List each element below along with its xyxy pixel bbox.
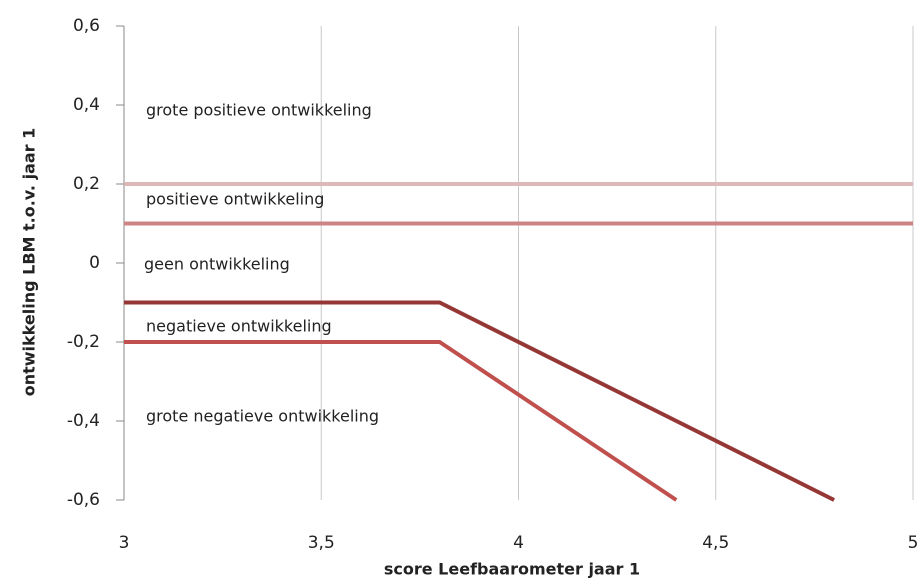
x-axis-label: score Leefbaarometer jaar 1	[384, 560, 640, 579]
annotation: negatieve ontwikkeling	[146, 317, 332, 336]
y-tick-label: 0	[89, 253, 100, 273]
annotation: positieve ontwikkeling	[146, 190, 324, 209]
x-tick-label: 3	[119, 533, 130, 553]
y-axis-label: ontwikkeling LBM t.o.v. jaar 1	[20, 128, 39, 397]
annotation: grote positieve ontwikkeling	[146, 101, 372, 120]
y-tick-label: -0,4	[67, 411, 100, 431]
annotation: geen ontwikkeling	[144, 255, 290, 274]
y-tick-label: -0,2	[67, 332, 100, 352]
y-tick-label: 0,4	[73, 95, 100, 115]
x-tick-label: 4,5	[702, 533, 729, 553]
x-tick-label: 5	[908, 533, 919, 553]
x-tick-label: 4	[513, 533, 524, 553]
y-tick-label: 0,2	[73, 174, 100, 194]
x-tick-label: 3,5	[308, 533, 335, 553]
line	[124, 340, 678, 502]
line	[124, 300, 835, 502]
y-tick-label: -0,6	[67, 490, 100, 510]
y-tick-label: 0,6	[73, 16, 100, 36]
annotation: grote negatieve ontwikkeling	[146, 407, 379, 426]
